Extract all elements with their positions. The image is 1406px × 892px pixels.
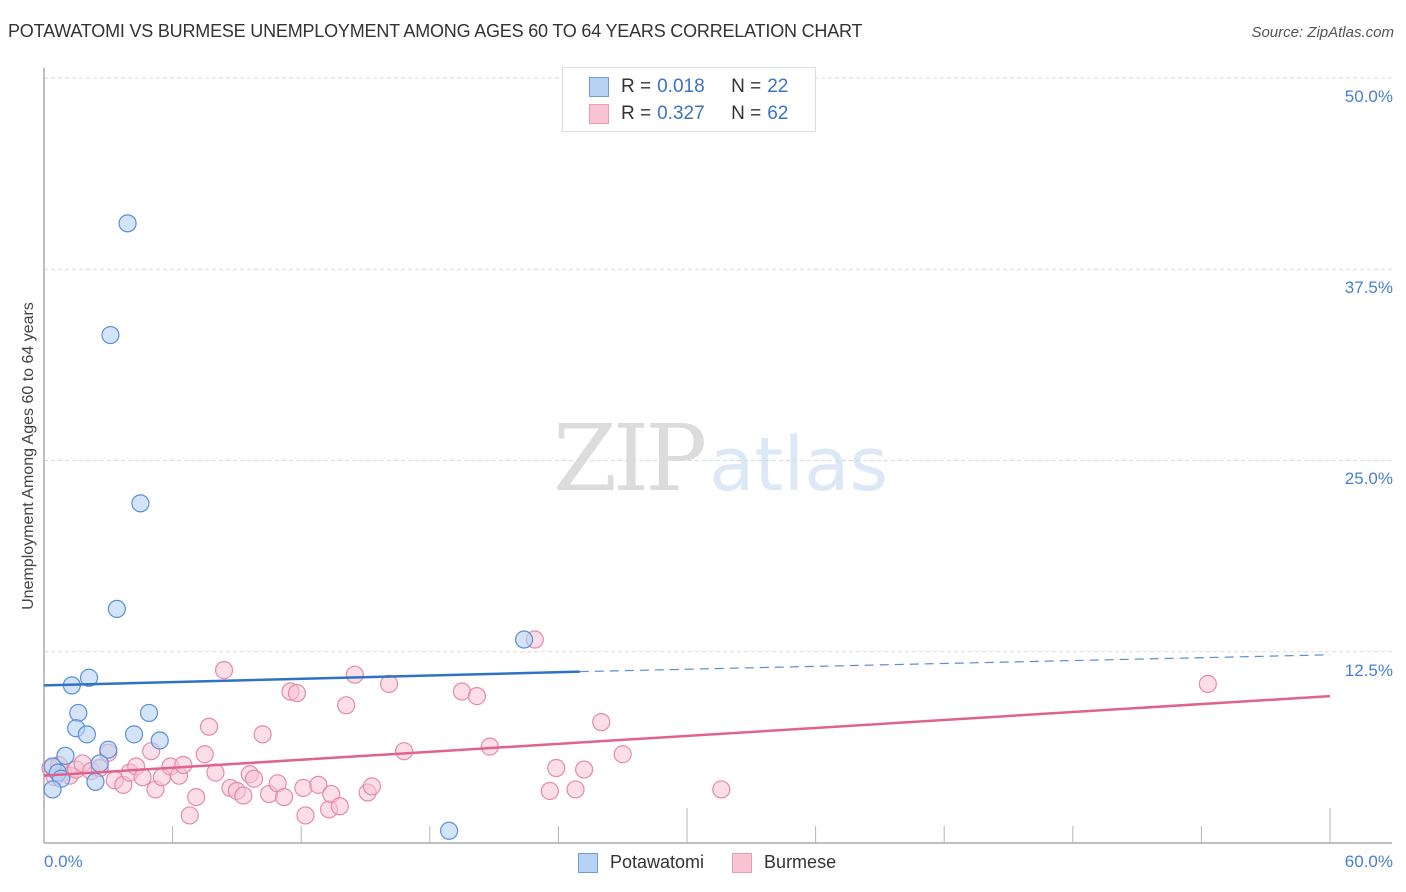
legend-row-potawatomi: R = 0.018 N = 22 — [589, 75, 788, 99]
burmese-swatch-icon — [732, 852, 753, 873]
r-label: R = — [621, 76, 652, 97]
burmese-point — [1198, 674, 1217, 693]
x-tick-max: 60.0% — [1344, 852, 1393, 871]
potawatomi-points — [43, 214, 534, 840]
potawatomi-point — [101, 325, 120, 345]
potawatomi-point — [77, 725, 96, 744]
potawatomi-point — [131, 494, 150, 513]
potawatomi-point — [90, 754, 109, 773]
burmese-point — [613, 745, 632, 764]
potawatomi-trend-line — [43, 670, 580, 687]
potawatomi-point — [515, 630, 534, 649]
potawatomi-point — [439, 821, 459, 840]
burmese-point — [187, 787, 206, 807]
burmese-point — [575, 760, 594, 779]
potawatomi-point — [69, 703, 88, 723]
potawatomi-point — [86, 772, 105, 791]
r-value: 0.327 — [657, 103, 705, 124]
r-value: 0.018 — [657, 76, 705, 97]
burmese-point — [712, 780, 731, 799]
legend-label: Potawatomi — [610, 852, 705, 872]
burmese-point — [547, 758, 566, 778]
burmese-point — [287, 683, 307, 703]
x-tick-min: 0.0% — [44, 852, 83, 871]
burmese-point — [592, 713, 611, 732]
potawatomi-point — [139, 703, 159, 723]
burmese-point — [452, 682, 472, 701]
y-tick-50: 50.0% — [1344, 87, 1393, 106]
burmese-point — [309, 775, 328, 794]
burmese-point — [294, 778, 313, 798]
burmese-point — [345, 665, 364, 684]
burmese-point — [133, 768, 152, 787]
burmese-point — [330, 797, 349, 816]
gridlines — [44, 77, 1392, 653]
burmese-point — [234, 786, 253, 805]
series-legend: Potawatomi Burmese — [578, 852, 864, 873]
burmese-point — [180, 806, 199, 825]
y-tick-25: 25.0% — [1344, 469, 1393, 488]
legend-item-potawatomi[interactable]: Potawatomi — [578, 852, 704, 873]
source-label: Source: ZipAtlas.com — [1251, 24, 1394, 41]
legend-item-burmese[interactable]: Burmese — [732, 852, 836, 873]
potawatomi-point — [150, 731, 169, 750]
y-tick-37-5: 37.5% — [1344, 278, 1393, 297]
burmese-swatch-icon — [589, 104, 609, 124]
burmese-point — [274, 787, 294, 807]
burmese-point — [195, 745, 214, 764]
y-axis-label: Unemployment Among Ages 60 to 64 years — [20, 302, 37, 610]
legend-row-burmese: R = 0.327 N = 62 — [589, 102, 788, 126]
burmese-point — [362, 777, 382, 796]
chart-title: POTAWATOMI VS BURMESE UNEMPLOYMENT AMONG… — [8, 21, 863, 41]
burmese-point — [467, 687, 487, 706]
potawatomi-point — [56, 746, 75, 765]
burmese-point — [199, 717, 219, 736]
n-value: 22 — [767, 76, 789, 97]
n-label: N = — [731, 76, 762, 97]
burmese-point — [337, 696, 356, 715]
burmese-point — [253, 725, 272, 744]
burmese-trend-line — [43, 694, 1331, 777]
burmese-point — [174, 755, 193, 775]
potawatomi-swatch-icon — [589, 77, 609, 97]
potawatomi-point — [99, 740, 118, 759]
burmese-point — [214, 661, 234, 680]
r-label: R = — [621, 103, 652, 124]
potawatomi-trend-extension — [579, 654, 1331, 673]
potawatomi-point — [79, 668, 99, 687]
potawatomi-point — [124, 725, 144, 744]
burmese-point — [244, 769, 264, 788]
potawatomi-point — [43, 780, 62, 799]
burmese-point — [566, 780, 585, 799]
potawatomi-swatch-icon — [578, 852, 598, 873]
burmese-point — [296, 806, 315, 825]
n-label: N = — [731, 103, 762, 124]
burmese-point — [394, 742, 414, 761]
legend-label: Burmese — [764, 852, 837, 872]
axes — [43, 68, 1392, 844]
potawatomi-point — [118, 214, 137, 233]
burmese-point — [540, 781, 559, 801]
burmese-points — [41, 630, 1217, 825]
potawatomi-point — [107, 599, 126, 619]
correlation-legend: R = 0.018 N = 22 R = 0.327 N = 62 — [562, 67, 816, 132]
trend-lines — [43, 654, 1331, 777]
n-value: 62 — [767, 103, 789, 124]
y-tick-12-5: 12.5% — [1344, 661, 1393, 680]
